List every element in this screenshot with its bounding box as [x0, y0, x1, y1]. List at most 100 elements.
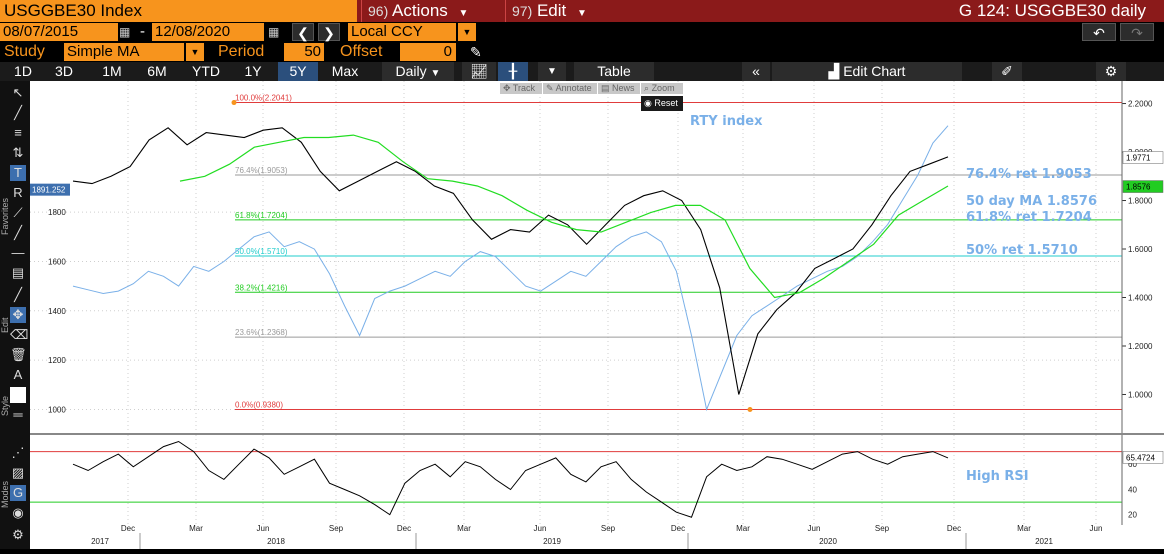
end-date-field[interactable]: 12/08/2020	[152, 23, 264, 41]
chevron-down-icon: ▼	[430, 68, 441, 79]
undo-button[interactable]: ↶	[1082, 23, 1116, 41]
table-button[interactable]: Table	[574, 62, 654, 81]
rsi-flag-bg	[1122, 451, 1164, 464]
prev-period-button[interactable]: ❮	[292, 23, 314, 41]
range-button-1y[interactable]: 1Y	[244, 63, 262, 79]
frequency-select[interactable]: Daily ▼	[382, 62, 454, 81]
crosshair-mode-icon[interactable]: ⋰	[11, 445, 25, 460]
redo-button[interactable]: ↷	[1120, 23, 1154, 41]
study-label: Study	[4, 43, 45, 60]
range-dash: -	[140, 23, 145, 40]
annotation-label: RTY index	[690, 114, 763, 129]
currency-dropdown[interactable]: ▼	[458, 23, 476, 41]
reset-button[interactable]: ◉ Reset	[641, 96, 683, 111]
news-tool[interactable]: ▤ News	[598, 83, 640, 94]
actions-label: Actions	[392, 1, 448, 20]
bar-chart-button[interactable]: ╂	[498, 62, 528, 81]
line-tool-icon[interactable]: ╱	[14, 105, 22, 120]
edit-chart-button[interactable]: ▟ Edit Chart	[772, 62, 962, 81]
snap-mode-icon[interactable]: G	[10, 485, 26, 501]
channel-tool-icon[interactable]: ▤	[11, 265, 25, 280]
pointer-icon[interactable]: ↖	[12, 85, 24, 100]
offset-field[interactable]: 0	[400, 43, 456, 61]
line-chart-icon: 📈︎	[470, 63, 488, 79]
study-dropdown[interactable]: ▼	[186, 43, 204, 61]
measure-mode-icon[interactable]: ▨	[11, 465, 25, 480]
fib-label: 100.0%(2.2041)	[235, 94, 292, 103]
chart-area[interactable]: 100.0%(2.2041) 76.4%(1.9053) 61.8%(1.7204)…	[30, 81, 1164, 549]
security-field[interactable]: USGGBE30 Index	[0, 0, 357, 22]
range-button-max[interactable]: Max	[331, 63, 359, 79]
currency-select[interactable]: Local CCY	[348, 23, 456, 41]
security-label: USGGBE30 Index	[4, 1, 142, 20]
right-tick-label: 2.2000	[1128, 100, 1153, 109]
rsi-flag: 65.4724	[1126, 453, 1155, 462]
text-tool-icon[interactable]: T	[10, 165, 26, 181]
next-period-button[interactable]: ❯	[318, 23, 340, 41]
range-button-3d[interactable]: 3D	[55, 63, 73, 79]
annotation-label: 50% ret 1.5710	[966, 243, 1078, 258]
study-select[interactable]: Simple MA	[64, 43, 184, 61]
trend-tool-icon[interactable]: ⟋	[13, 205, 23, 220]
x-tick-label: Sep	[875, 524, 890, 533]
palette-icon[interactable]: ◉	[12, 505, 24, 520]
retracement-tool-icon[interactable]: R	[13, 185, 23, 200]
chart-type-dropdown[interactable]: ▼	[538, 62, 566, 81]
range-button-1d[interactable]: 1D	[14, 63, 32, 79]
pen-icon[interactable]: ✎	[470, 44, 482, 60]
line-chart-button[interactable]: 📈︎	[462, 62, 496, 81]
font-icon[interactable]: A	[13, 367, 23, 382]
range-button-6m[interactable]: 6M	[147, 63, 167, 79]
undo-icon: ↶	[1093, 25, 1105, 41]
actions-menu[interactable]: 96) Actions ▼	[361, 0, 501, 22]
left-axis-flag: 1891.252	[32, 186, 66, 195]
line-width-icon[interactable]: ═	[13, 407, 23, 422]
fibonacci-tool-icon[interactable]: ≡	[14, 125, 22, 140]
track-tool[interactable]: ✥ Track	[500, 83, 542, 94]
draw-tool-icon[interactable]: ╱	[14, 287, 22, 302]
period-field[interactable]: 50	[284, 43, 324, 61]
zoom-tool[interactable]: ⌕ Zoom	[641, 83, 683, 94]
range-button-1m[interactable]: 1M	[102, 63, 122, 79]
x-tick-label: Jun	[808, 524, 821, 533]
series-50-day-ma	[179, 134, 949, 299]
settings-button[interactable]: ⚙	[1096, 62, 1126, 81]
grid	[30, 81, 1122, 525]
start-date-field[interactable]: 08/07/2015	[0, 23, 118, 41]
annotate-tool[interactable]: ✎ Annotate	[543, 83, 597, 94]
range-button-ytd[interactable]: YTD	[192, 63, 220, 79]
right-tick-label: 1.2000	[1128, 342, 1153, 351]
double-chevron-left-icon: «	[752, 63, 760, 79]
right-axis-flag-bg	[1122, 180, 1164, 193]
delete-icon[interactable]: 🗑︎	[10, 347, 27, 362]
right-tick-label: 1.8000	[1128, 197, 1153, 206]
actions-number: 96)	[368, 3, 389, 19]
x-tick-label: Mar	[189, 524, 203, 533]
eraser-icon[interactable]: ⌫	[10, 327, 29, 342]
calendar-icon[interactable]: ▦	[268, 25, 280, 39]
move-icon[interactable]: ✥	[10, 307, 26, 323]
color-swatch-icon[interactable]	[10, 387, 26, 403]
price-chart[interactable]: 100.0%(2.2041) 76.4%(1.9053) 61.8%(1.7204)…	[30, 81, 1164, 549]
horizontal-line-icon[interactable]: —	[11, 245, 25, 260]
right-axis-flag: 1.9771	[1126, 154, 1151, 163]
settings-small-icon[interactable]: ⚙	[12, 527, 24, 542]
news-icon: ▤	[601, 83, 610, 93]
year-label: 2020	[819, 537, 837, 546]
fib-levels-tool-icon[interactable]: ⇅	[12, 145, 24, 160]
chevron-down-icon: ▼	[577, 8, 587, 19]
x-tick-label: Dec	[397, 524, 411, 533]
x-tick-label: Jun	[1090, 524, 1103, 533]
fibonacci-levels: 100.0%(2.2041) 76.4%(1.9053) 61.8%(1.7204)…	[235, 94, 1122, 411]
panel-divider[interactable]	[30, 433, 1164, 435]
collapse-button[interactable]: «	[742, 62, 770, 81]
chevron-down-icon: ▼	[190, 47, 200, 57]
range-button-5y[interactable]: 5Y	[278, 62, 318, 81]
calendar-icon[interactable]: ▦	[119, 25, 131, 39]
modes-side-label: Modes	[0, 480, 10, 508]
ray-tool-icon[interactable]: ╱	[14, 225, 22, 240]
edit-menu[interactable]: 97) Edit ▼	[505, 0, 645, 22]
series-rty-index	[72, 125, 949, 412]
fib-label: 0.0%(0.9380)	[235, 401, 283, 410]
annotate-edit-button[interactable]: ✐	[992, 62, 1022, 81]
